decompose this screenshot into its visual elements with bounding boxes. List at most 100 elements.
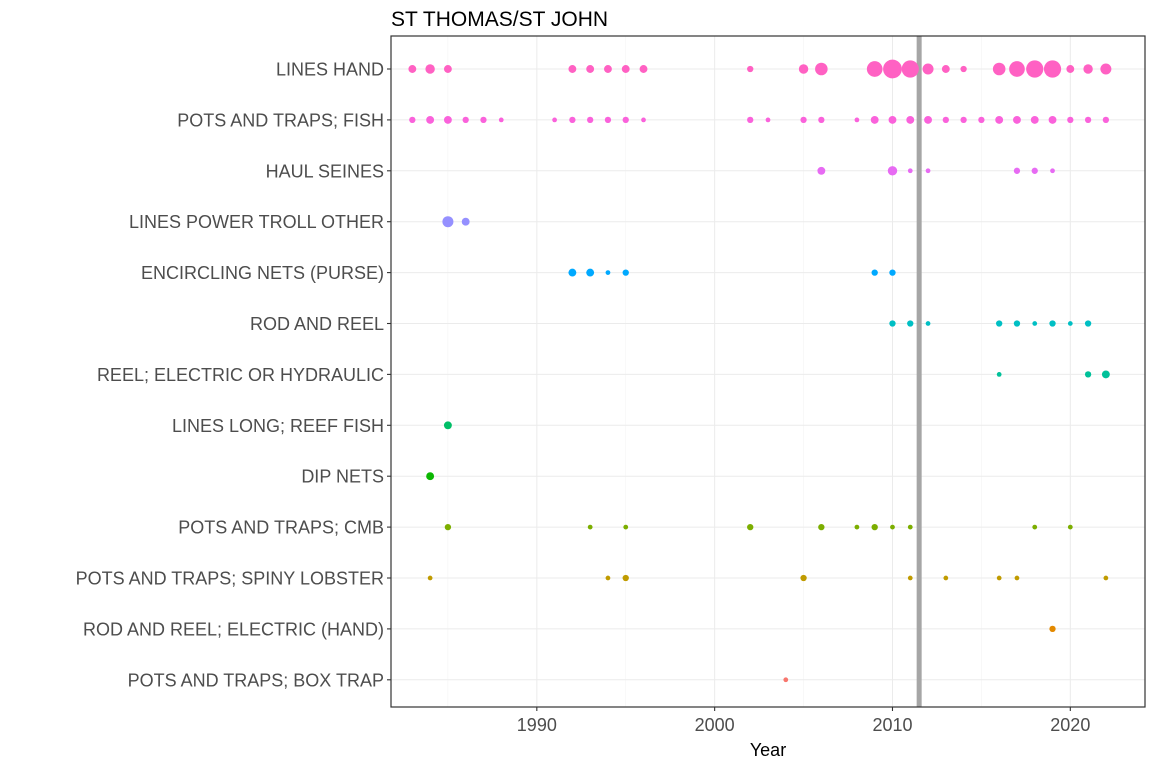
data-point	[442, 216, 454, 228]
x-tick-label: 2000	[695, 715, 735, 735]
data-point	[996, 575, 1002, 581]
y-tick-label: LINES HAND	[276, 60, 384, 80]
data-point	[409, 116, 416, 124]
data-point	[818, 523, 825, 531]
data-point	[1013, 167, 1021, 174]
data-point	[854, 524, 860, 530]
data-point	[1032, 321, 1038, 326]
data-point	[889, 320, 896, 327]
data-point	[924, 115, 932, 124]
data-point	[1030, 115, 1039, 124]
data-point	[889, 269, 896, 276]
data-point	[1049, 320, 1056, 327]
data-point	[906, 115, 915, 124]
data-point	[871, 523, 878, 531]
data-point	[1014, 575, 1020, 581]
data-point	[960, 65, 967, 73]
data-point	[1084, 116, 1092, 124]
data-point	[621, 65, 630, 73]
data-point	[568, 65, 577, 73]
data-point	[569, 116, 576, 124]
chart-title: ST THOMAS/ST JOHN	[391, 8, 608, 31]
data-point	[1084, 371, 1092, 378]
data-point	[901, 60, 919, 78]
y-tick-label: ROD AND REEL	[250, 314, 384, 334]
data-point	[870, 115, 879, 124]
data-point	[408, 65, 417, 73]
data-point	[943, 575, 949, 581]
data-point	[462, 116, 469, 124]
data-point	[960, 116, 967, 124]
data-point	[1101, 370, 1110, 379]
data-point	[1032, 524, 1038, 530]
data-point	[815, 62, 828, 76]
data-point	[587, 116, 594, 124]
data-point	[443, 115, 452, 124]
data-point	[480, 116, 487, 124]
x-tick-label: 2010	[872, 715, 912, 735]
data-point	[427, 575, 433, 581]
data-point	[1049, 625, 1056, 633]
data-point	[783, 677, 789, 683]
data-point	[854, 117, 860, 123]
data-point	[942, 116, 949, 124]
data-point	[747, 523, 754, 531]
data-point	[1043, 60, 1062, 78]
data-point	[747, 116, 754, 124]
data-point	[443, 65, 452, 73]
data-point	[907, 320, 914, 327]
y-tick-label: LINES LONG; REEF FISH	[172, 416, 384, 436]
data-point	[1084, 320, 1092, 327]
data-point	[978, 116, 985, 124]
data-point	[1013, 320, 1021, 327]
data-point	[925, 321, 931, 326]
data-point	[1067, 524, 1073, 530]
data-point	[568, 268, 577, 277]
y-tick-label: POTS AND TRAPS; BOX TRAP	[128, 670, 384, 690]
data-point	[1067, 321, 1073, 326]
data-point	[890, 524, 895, 530]
data-point	[587, 524, 593, 530]
y-tick-label: DIP NETS	[301, 467, 384, 487]
data-point	[622, 116, 629, 124]
data-point	[888, 115, 897, 124]
data-point	[996, 320, 1003, 327]
data-point	[1026, 60, 1044, 78]
data-point	[995, 115, 1004, 124]
y-tick-label: REEL; ELECTRIC OR HYDRAULIC	[97, 365, 384, 385]
data-point	[639, 65, 648, 73]
data-point	[1103, 575, 1109, 581]
data-point	[623, 524, 629, 530]
data-point	[604, 65, 612, 73]
data-point	[605, 270, 611, 275]
data-point	[907, 524, 913, 530]
data-point	[907, 575, 913, 581]
data-point	[996, 372, 1002, 377]
data-point	[604, 116, 612, 124]
data-point	[461, 217, 470, 226]
data-point	[817, 166, 826, 175]
data-point	[426, 472, 435, 481]
data-point	[922, 63, 934, 75]
data-point	[1100, 63, 1112, 75]
data-point	[818, 116, 825, 124]
data-points	[408, 59, 1112, 683]
data-point	[800, 574, 807, 582]
data-point	[552, 117, 557, 123]
panel-border	[390, 35, 1146, 708]
data-point	[925, 168, 931, 174]
data-point	[866, 61, 883, 77]
y-tick-label: ENCIRCLING NETS (PURSE)	[141, 263, 384, 283]
data-point	[765, 117, 771, 123]
data-point	[1013, 115, 1021, 124]
data-point	[426, 115, 435, 124]
data-point	[747, 65, 754, 73]
y-tick-label: POTS AND TRAPS; SPINY LOBSTER	[76, 569, 384, 589]
data-point	[1102, 116, 1110, 124]
data-point	[798, 64, 809, 74]
y-tick-label: HAUL SEINES	[266, 161, 384, 181]
y-tick-label: ROD AND REEL; ELECTRIC (HAND)	[83, 619, 384, 639]
data-point	[887, 166, 898, 176]
data-point	[871, 269, 878, 276]
